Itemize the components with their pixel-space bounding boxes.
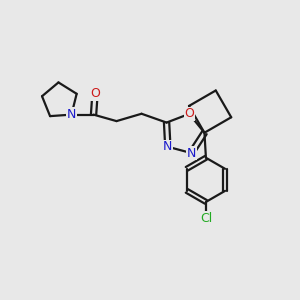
Text: N: N xyxy=(67,108,76,121)
Text: O: O xyxy=(184,107,194,120)
Text: N: N xyxy=(187,146,196,160)
Text: Cl: Cl xyxy=(200,212,212,225)
Text: O: O xyxy=(90,87,100,100)
Text: N: N xyxy=(163,140,172,153)
